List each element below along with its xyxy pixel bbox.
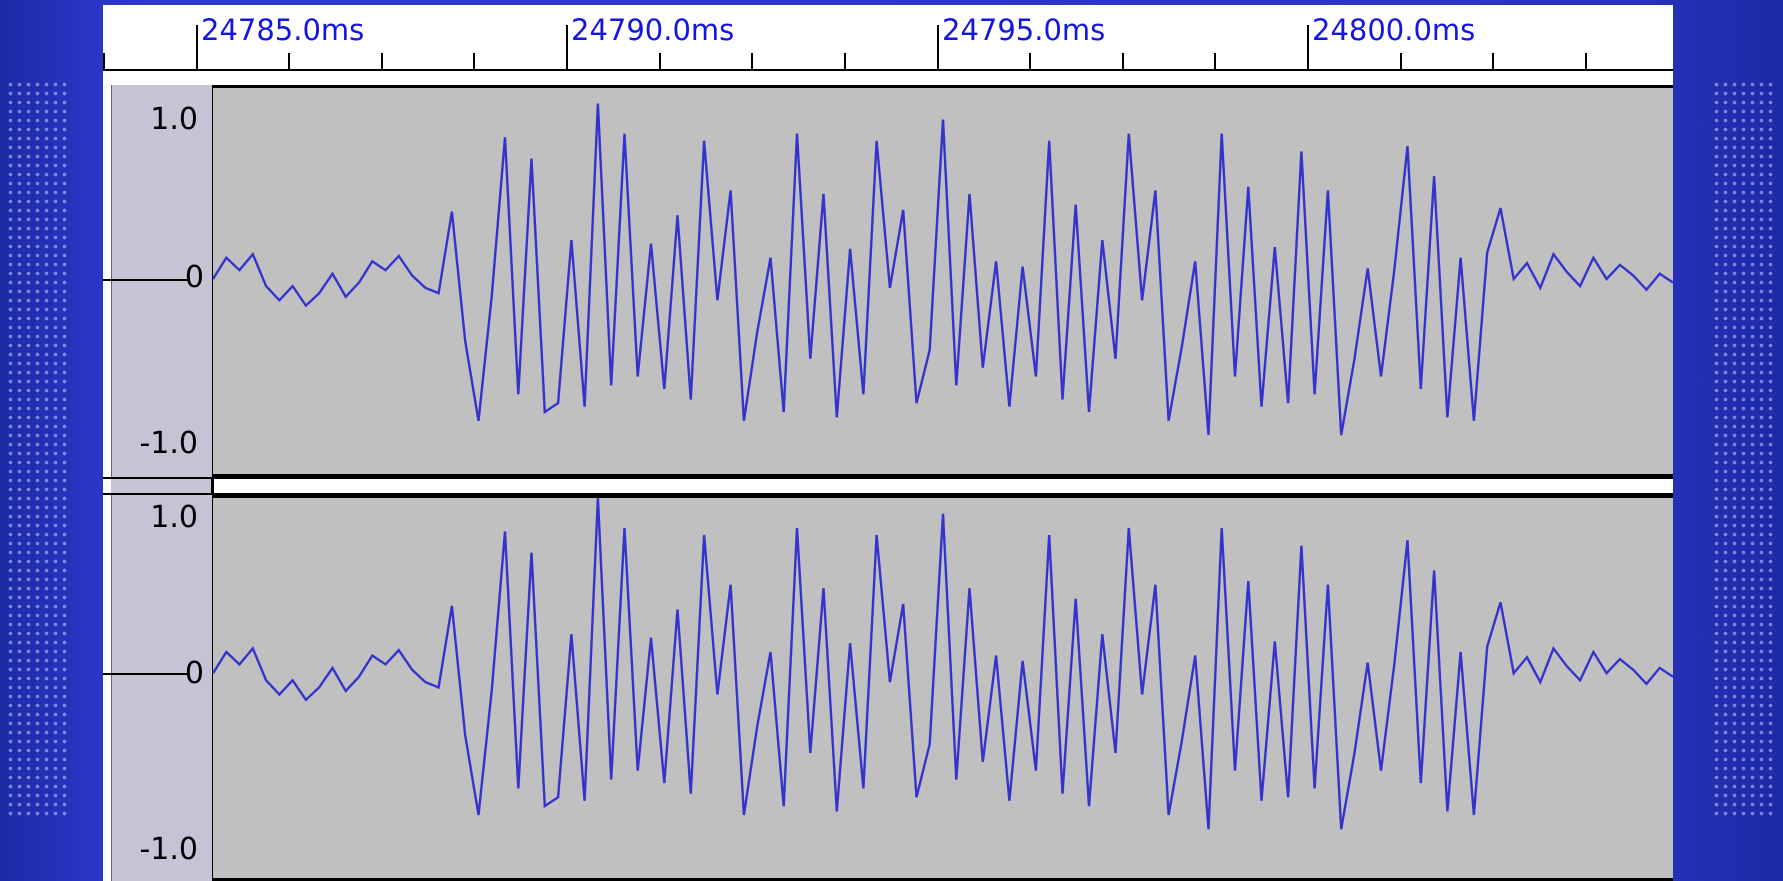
ruler-tick (659, 53, 661, 69)
ruler-tick (1122, 53, 1124, 69)
ruler-tick (751, 53, 753, 69)
ruler-tick (196, 25, 198, 69)
audio-track-channel-1[interactable]: 1.0 0 -1.0 (103, 85, 1673, 477)
track-separator (103, 477, 1673, 495)
amplitude-ruler: 1.0 0 -1.0 (111, 495, 215, 881)
scale-label-bottom: -1.0 (139, 426, 198, 461)
ruler-tick (1400, 53, 1402, 69)
waveform-line (213, 498, 1673, 830)
scale-label-bottom: -1.0 (139, 832, 198, 867)
ruler-tick (288, 53, 290, 69)
ruler-tick (1585, 53, 1587, 69)
timeline-label: 24800.0ms (1312, 13, 1476, 47)
timeline-label: 24795.0ms (942, 13, 1106, 47)
amplitude-ruler: 1.0 0 -1.0 (111, 85, 215, 477)
ruler-tick (381, 53, 383, 69)
scale-label-top: 1.0 (150, 500, 198, 535)
separator-ruler (111, 479, 214, 493)
ruler-tick (937, 25, 939, 69)
zero-line-marker (103, 673, 189, 675)
scale-label-top: 1.0 (150, 102, 198, 137)
left-decorative-pattern (6, 80, 71, 820)
ruler-tick (566, 25, 568, 69)
audio-editor-window: 24785.0ms 24790.0ms 24795.0ms 24800.0ms … (103, 5, 1673, 881)
timeline-label: 24785.0ms (201, 13, 365, 47)
scale-label-zero: 0 (184, 656, 204, 691)
timeline-ruler[interactable]: 24785.0ms 24790.0ms 24795.0ms 24800.0ms (103, 5, 1673, 71)
timeline-label: 24790.0ms (571, 13, 735, 47)
ruler-tick (1307, 25, 1309, 69)
ruler-tick (1492, 53, 1494, 69)
waveform-graph (213, 103, 1673, 436)
scale-label-zero: 0 (184, 260, 204, 295)
waveform-line (213, 103, 1673, 436)
ruler-tick (103, 53, 105, 69)
right-decorative-pattern (1712, 80, 1777, 820)
ruler-tick (1214, 53, 1216, 69)
waveform-graph (213, 498, 1673, 830)
ruler-tick (844, 53, 846, 69)
ruler-tick (473, 53, 475, 69)
waveform-area[interactable] (213, 85, 1673, 477)
zero-line-marker (103, 279, 189, 281)
waveform-area[interactable] (213, 495, 1673, 881)
audio-track-channel-2[interactable]: 1.0 0 -1.0 (103, 495, 1673, 881)
ruler-tick (1029, 53, 1031, 69)
